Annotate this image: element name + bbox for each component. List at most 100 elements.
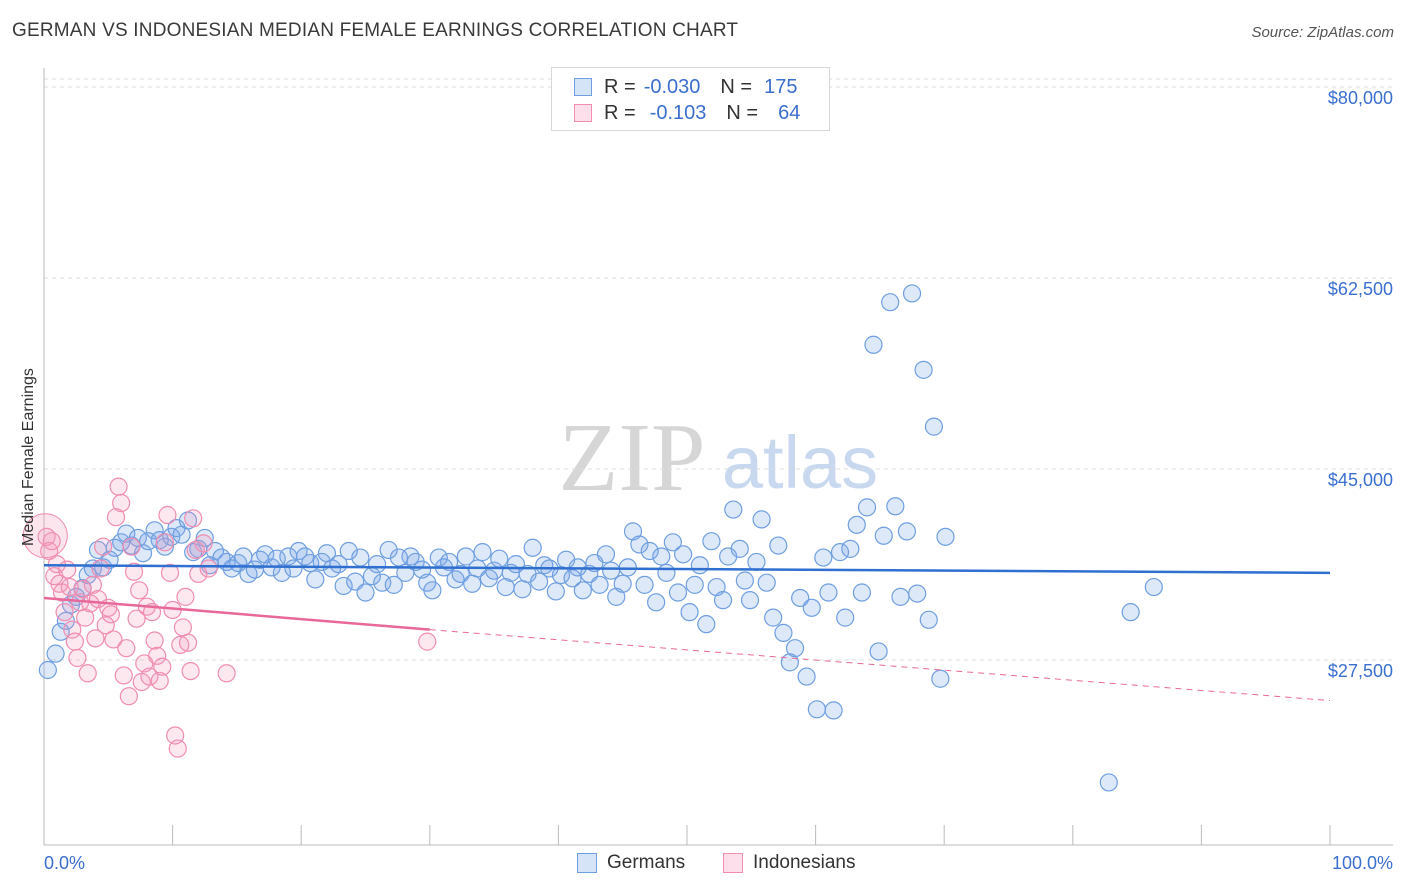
- germans-point: [869, 642, 888, 661]
- germans-point: [908, 584, 927, 603]
- germans-point: [931, 669, 950, 688]
- germans-point: [897, 522, 917, 541]
- germans-point: [764, 608, 783, 627]
- germans-point: [663, 533, 682, 552]
- indonesians-point: [58, 560, 77, 579]
- y-tick-label: $80,000: [1328, 88, 1393, 108]
- indonesians-point: [94, 537, 113, 556]
- y-tick-labels: $80,000 $62,500 $45,000 $27,500: [1328, 88, 1393, 681]
- germans-point: [707, 577, 726, 597]
- germans-point: [924, 417, 944, 436]
- germans-point: [747, 552, 766, 572]
- indonesians-point: [91, 559, 110, 578]
- germans-point: [379, 540, 398, 560]
- germans-point: [857, 498, 877, 517]
- germans-point: [886, 497, 905, 516]
- germans-point: [864, 335, 883, 354]
- germans-point: [852, 583, 871, 602]
- legend-item-germans[interactable]: Germans: [577, 852, 685, 874]
- indonesians-point: [22, 513, 68, 559]
- indonesians-point: [160, 563, 180, 582]
- indonesians-trend-extension: [429, 629, 1331, 702]
- germans-point: [1121, 603, 1140, 622]
- germans-point: [891, 587, 910, 606]
- indonesians-point: [109, 477, 128, 496]
- x-tick-label-min: 0.0%: [44, 853, 85, 873]
- indonesians-point: [96, 616, 115, 635]
- indonesians-point: [148, 646, 167, 665]
- germans-point: [618, 558, 637, 577]
- germans-point: [530, 572, 549, 591]
- indonesians-point: [65, 632, 84, 651]
- y-tick-label: $27,500: [1328, 661, 1393, 681]
- germans-point: [546, 582, 565, 601]
- germans-point: [702, 532, 721, 551]
- correlation-legend: R = -0.030 N = 175 R = -0.103 N = 64: [551, 67, 830, 131]
- germans-label: Germans: [607, 852, 686, 873]
- legend-r-value: -0.030: [643, 75, 701, 98]
- germans-point: [613, 574, 632, 593]
- indonesians-point: [176, 587, 195, 606]
- indonesians-point: [117, 639, 136, 658]
- indonesians-point: [217, 664, 236, 683]
- germans-point: [802, 598, 821, 617]
- germans-point: [623, 522, 643, 541]
- indonesians-point: [178, 633, 198, 652]
- indonesians-point: [42, 532, 61, 551]
- indonesians-point: [140, 667, 159, 686]
- germans-point: [1099, 773, 1118, 792]
- chart-title: GERMAN VS INDONESIAN MEDIAN FEMALE EARNI…: [12, 20, 739, 41]
- legend-n-value: 175: [764, 75, 798, 98]
- germans-point: [490, 549, 509, 568]
- indonesians-point: [184, 509, 203, 528]
- indonesians-point: [127, 609, 146, 628]
- indonesians-point: [122, 537, 141, 556]
- indonesians-point: [150, 671, 169, 691]
- indonesians-point: [145, 631, 164, 650]
- series-legend: Germans Indonesians: [0, 850, 1406, 878]
- y-axis-label: Median Female Earnings: [20, 368, 37, 546]
- germans-point: [456, 547, 475, 566]
- germans-point: [46, 644, 65, 663]
- germans-point: [797, 667, 816, 686]
- indonesians-point: [194, 534, 213, 553]
- germans-point: [334, 576, 353, 596]
- legend-item-indonesians[interactable]: Indonesians: [723, 852, 855, 874]
- germans-point: [446, 570, 465, 589]
- germans-point: [373, 573, 392, 592]
- indonesians-trend-line: [43, 596, 430, 631]
- legend-swatch-indonesians: [574, 104, 592, 122]
- indonesians-point: [124, 562, 144, 581]
- germans-point: [847, 515, 866, 534]
- germans-point: [647, 593, 666, 612]
- legend-swatch-germans: [574, 78, 592, 96]
- germans-point: [635, 575, 654, 594]
- indonesians-point: [83, 575, 102, 594]
- germans-point: [830, 543, 850, 562]
- germans-point: [652, 547, 671, 566]
- legend-r-label: R =: [604, 75, 636, 98]
- germans-point: [133, 544, 153, 563]
- germans-point: [757, 573, 776, 592]
- indonesians-point: [55, 603, 74, 622]
- legend-row-germans: R = -0.030 N = 175: [574, 75, 797, 99]
- y-tick-label: $45,000: [1328, 470, 1393, 490]
- germans-point: [697, 615, 716, 634]
- germans-point: [384, 575, 403, 594]
- y-tick-label: $62,500: [1328, 279, 1393, 299]
- indonesians-point: [155, 533, 174, 552]
- germans-point: [451, 564, 470, 584]
- germans-point: [668, 583, 688, 602]
- germans-point: [590, 575, 609, 594]
- indonesians-point: [158, 505, 177, 525]
- indonesians-point: [76, 608, 95, 627]
- germans-point: [535, 556, 554, 575]
- indonesians-point: [199, 559, 218, 578]
- legend-r-label: R =: [604, 101, 636, 124]
- indonesians-point: [153, 657, 172, 676]
- source-credit: Source: ZipAtlas.com: [1251, 24, 1394, 41]
- watermark: ZIP atlas: [559, 404, 879, 512]
- germans-point: [51, 622, 70, 641]
- indonesians-point: [68, 648, 87, 668]
- x-tick-label-max: 100.0%: [1332, 853, 1393, 873]
